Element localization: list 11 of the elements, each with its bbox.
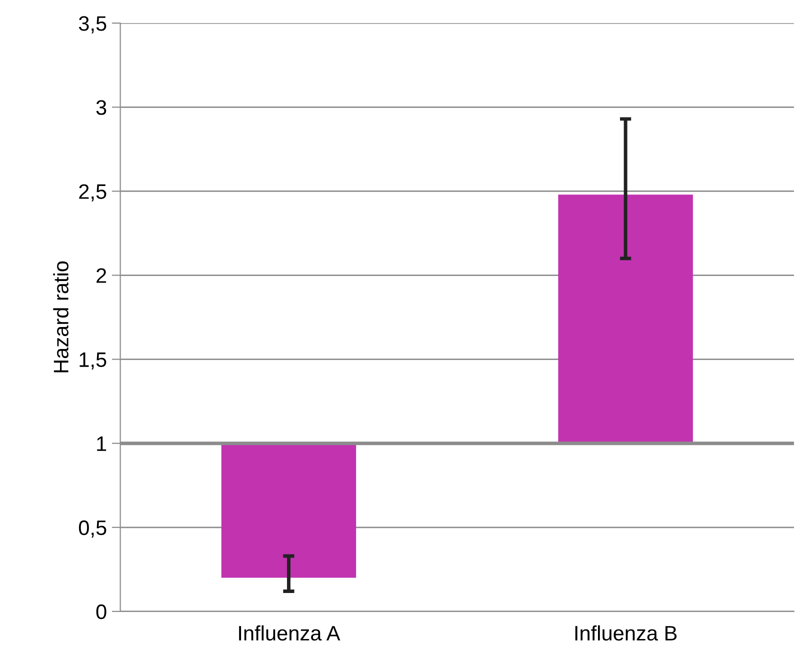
x-tick-label: Influenza A: [239, 625, 340, 641]
y-tick-label: 3: [96, 100, 106, 115]
y-axis-title: Hazard ratio: [53, 261, 68, 372]
y-tick-label: 0,5: [78, 520, 106, 538]
y-tick-label: 2,5: [79, 184, 106, 202]
y-tick-label: 2: [96, 268, 106, 283]
y-tick-label: 3,5: [78, 16, 106, 34]
y-tick-label: 0: [96, 604, 106, 620]
y-tick-label: 1: [97, 436, 106, 451]
y-tick-label: 1,5: [80, 352, 106, 370]
x-tick-label: Influenza B: [575, 625, 677, 641]
